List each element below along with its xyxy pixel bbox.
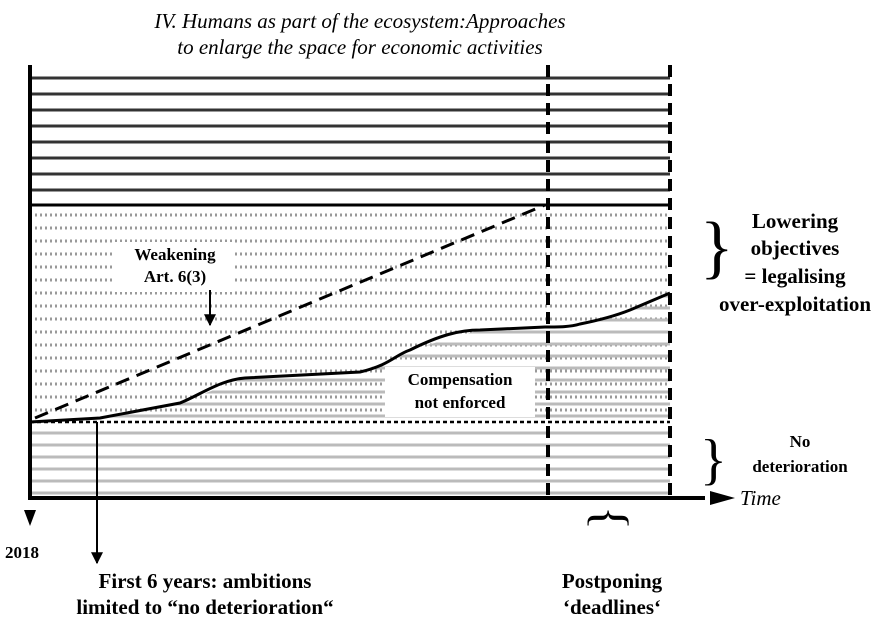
marker bbox=[24, 510, 36, 526]
upper-lines bbox=[30, 76, 670, 192]
label: ‘deadlines‘ bbox=[563, 595, 661, 619]
label: Weakening bbox=[134, 245, 216, 264]
curve bbox=[29, 291, 671, 424]
label: Compensation bbox=[408, 370, 513, 389]
label: Art. 6(3) bbox=[144, 267, 206, 286]
label: objectives bbox=[751, 236, 840, 260]
lower-lines bbox=[30, 431, 670, 495]
brace: } bbox=[700, 209, 734, 286]
brace: } bbox=[700, 429, 727, 491]
title: to enlarge the space for economic activi… bbox=[177, 35, 542, 59]
label: No bbox=[790, 432, 811, 451]
label: limited to “no deterioration“ bbox=[76, 595, 333, 619]
label-bg bbox=[385, 367, 535, 417]
brace: { bbox=[583, 506, 639, 530]
axis-label: Time bbox=[740, 486, 781, 510]
label: not enforced bbox=[415, 393, 506, 412]
label: = legalising bbox=[744, 264, 846, 288]
axis-arrow bbox=[710, 491, 735, 505]
label: Lowering bbox=[752, 209, 839, 233]
title: IV. Humans as part of the ecosystem:Appr… bbox=[153, 9, 565, 33]
label: First 6 years: ambitions bbox=[99, 569, 312, 593]
dashed-trend bbox=[34, 203, 546, 420]
label: over-exploitation bbox=[719, 292, 871, 316]
year: 2018 bbox=[5, 543, 39, 562]
label: deterioration bbox=[752, 457, 848, 476]
label: Postponing bbox=[562, 569, 663, 593]
label-bg bbox=[115, 242, 235, 292]
